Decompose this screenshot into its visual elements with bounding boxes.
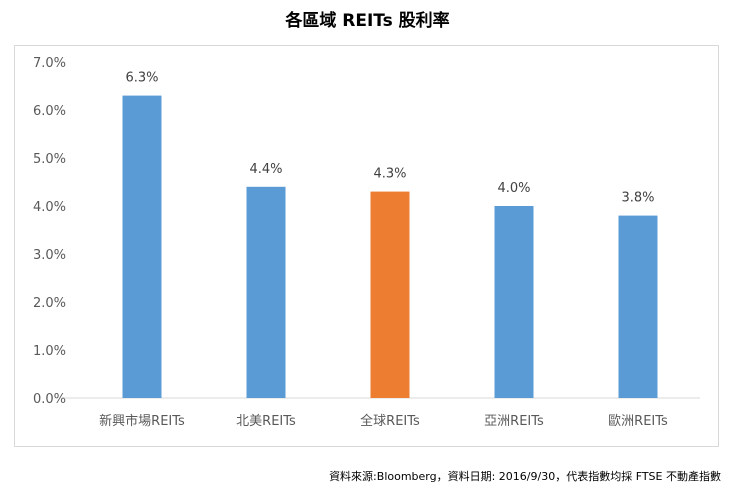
bar (370, 191, 410, 398)
data-label: 4.4% (249, 162, 282, 177)
y-tick-label: 4.0% (33, 200, 66, 215)
x-tick-label: 北美REITs (236, 414, 296, 429)
data-label: 4.3% (373, 167, 406, 182)
y-tick-label: 5.0% (33, 152, 66, 167)
y-tick-label: 0.0% (33, 392, 66, 407)
x-tick-label: 全球REITs (360, 413, 420, 429)
source-note: 資料來源:Bloomberg，資料日期: 2016/9/30，代表指數均採 FT… (329, 470, 721, 483)
x-tick-label: 歐洲REITs (608, 414, 668, 429)
data-label: 3.8% (621, 191, 654, 206)
data-label: 4.0% (497, 181, 530, 196)
x-tick-label: 新興市場REITs (99, 413, 185, 429)
data-label: 6.3% (125, 71, 158, 86)
y-tick-label: 3.0% (33, 248, 66, 263)
chart-frame (14, 45, 719, 447)
chart-title: 各區域 REITs 股利率 (285, 11, 450, 31)
y-tick-label: 7.0% (33, 56, 66, 71)
bar (618, 215, 658, 398)
bar (246, 186, 286, 398)
y-tick-label: 2.0% (33, 296, 66, 311)
bar (122, 95, 162, 398)
x-tick-label: 亞洲REITs (484, 414, 544, 429)
y-tick-label: 1.0% (33, 344, 66, 359)
bar (494, 206, 534, 398)
y-tick-label: 6.0% (33, 104, 66, 119)
